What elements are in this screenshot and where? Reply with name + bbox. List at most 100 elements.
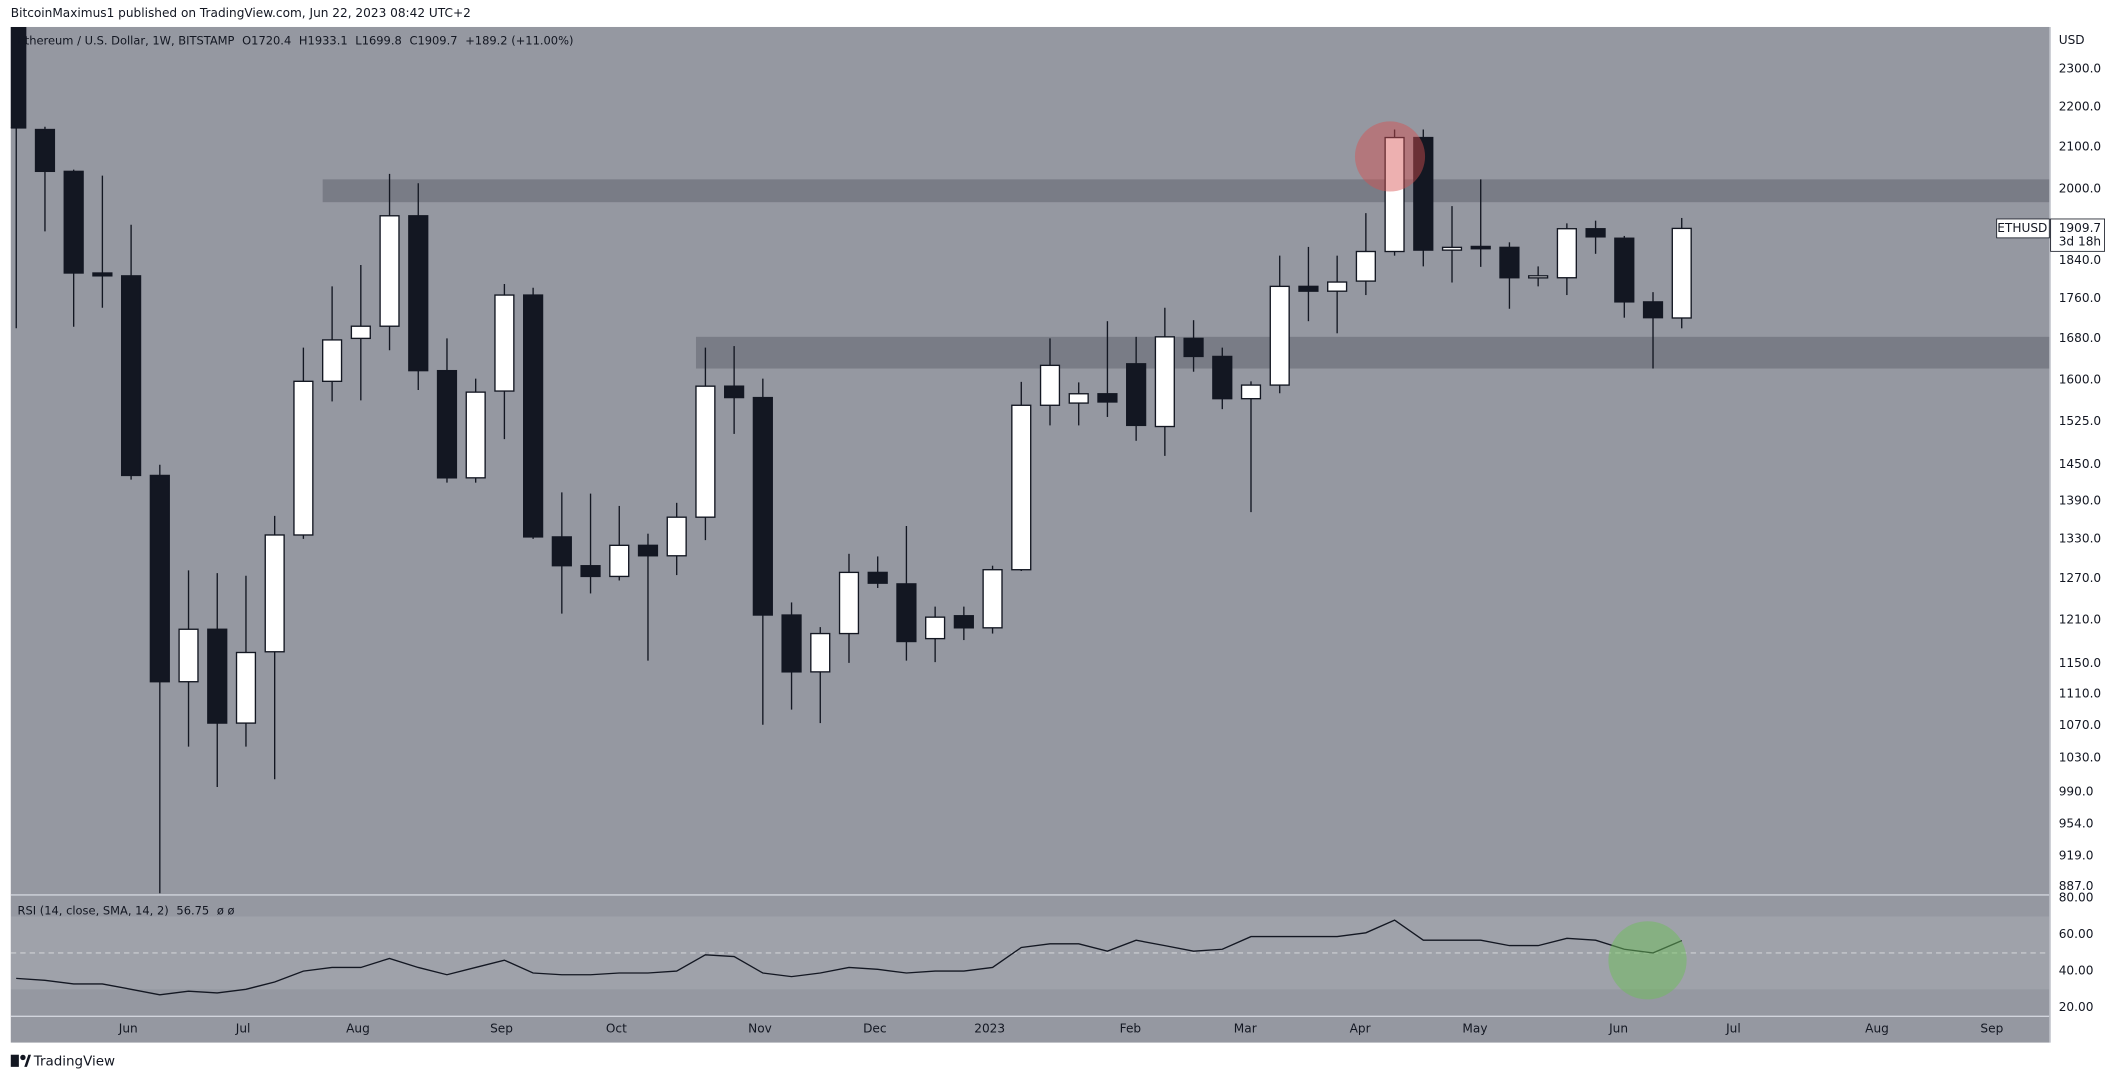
- rsi-tick-label: 40.00: [2059, 964, 2094, 978]
- candle-body: [1240, 384, 1262, 400]
- candle-body: [350, 325, 371, 340]
- candle-body: [1528, 275, 1549, 279]
- y-tick-label: 1680.0: [2059, 331, 2101, 345]
- candle-body: [1011, 404, 1032, 571]
- candle-body: [1499, 246, 1520, 279]
- candle-body: [1585, 228, 1606, 238]
- candle-body: [1556, 228, 1577, 279]
- candle-body: [120, 275, 142, 477]
- last-price: 1909.7: [2059, 221, 2101, 235]
- rsi-line: [16, 919, 1683, 996]
- x-tick-label: May: [1462, 1022, 1487, 1036]
- y-tick-label: 1110.0: [2059, 687, 2101, 701]
- y-tick-label: 1450.0: [2059, 457, 2101, 471]
- y-tick-label: 2000.0: [2059, 181, 2101, 195]
- legend-value: 1909.7: [417, 33, 457, 47]
- zone: [695, 336, 2050, 369]
- footer-logo: [10, 1054, 32, 1067]
- x-tick-label: Nov: [748, 1022, 772, 1036]
- y-tick-label: 1030.0: [2059, 751, 2101, 765]
- candle-body: [838, 571, 860, 635]
- legend-label: H: [299, 33, 308, 47]
- candle-body: [896, 583, 917, 643]
- publisher: BitcoinMaximus1 published on TradingView…: [11, 6, 471, 20]
- axes: 887.0 919.0 954.0 990.0 1030.0 1070.0 1110.0 11…: [118, 61, 2105, 1036]
- candle-body: [982, 569, 1003, 629]
- candle-body: [695, 385, 716, 518]
- candle-body: [34, 128, 56, 173]
- y-tick-label: 1210.0: [2059, 612, 2101, 626]
- countdown: 3d 18h: [2059, 234, 2101, 248]
- highlight-circle: [1354, 121, 1426, 192]
- candle-body: [724, 385, 745, 399]
- candle-body: [925, 616, 946, 640]
- x-tick-label: Apr: [1350, 1022, 1371, 1036]
- y-tick-label: 2100.0: [2059, 139, 2101, 153]
- x-tick-label: Jul: [1725, 1022, 1741, 1036]
- candle-body: [1269, 285, 1290, 386]
- y-tick-label: 1270.0: [2059, 571, 2101, 585]
- candle-body: [637, 544, 659, 557]
- candle-body: [264, 534, 285, 653]
- x-tick-label: Feb: [1120, 1022, 1142, 1036]
- candle-body: [436, 369, 458, 479]
- candle-body: [408, 215, 429, 372]
- legend: Ethereum / U.S. Dollar, 1W, BITSTAMP O17…: [18, 33, 574, 47]
- x-tick-label: Jun: [118, 1022, 138, 1036]
- candle-body: [293, 380, 314, 536]
- candle-body: [1212, 355, 1233, 400]
- y-tick-label: 1150.0: [2059, 656, 2101, 670]
- legend-change: +189.2 (+11.00%): [465, 33, 573, 47]
- candle-body: [494, 294, 515, 392]
- rsi-extra: ø ø: [217, 903, 235, 917]
- rsi-tick-label: 20.00: [2059, 1000, 2094, 1014]
- y-tick-label: 919.0: [2059, 849, 2094, 863]
- y-tick-label: 2300.0: [2059, 61, 2101, 75]
- x-tick-label: Aug: [1865, 1022, 1889, 1036]
- price-pane: [10, 26, 2050, 894]
- rsi-value: 56.75: [176, 903, 209, 917]
- x-tick-label: Aug: [346, 1022, 370, 1036]
- y-tick-label: 887.0: [2059, 879, 2094, 893]
- rsi-pane: [10, 916, 2050, 996]
- candle-body: [1671, 227, 1692, 319]
- rsi-legend: RSI (14, close, SMA, 14, 2) 56.75 ø ø: [18, 903, 235, 917]
- legend-value: 1699.8: [362, 33, 402, 47]
- y-tick-label: 1070.0: [2059, 718, 2101, 732]
- rsi-title: RSI (14, close, SMA, 14, 2): [18, 903, 169, 917]
- candle-body: [810, 632, 831, 673]
- x-tick-label: Sep: [1980, 1022, 2003, 1036]
- footer: TradingView: [33, 1053, 115, 1069]
- candle-body: [1298, 285, 1319, 292]
- candle-body: [465, 391, 486, 479]
- candle-body: [235, 651, 257, 724]
- candle-body: [1413, 136, 1434, 251]
- price-tag: [2050, 218, 2105, 252]
- legend-label: L: [355, 33, 362, 47]
- x-tick-label: Dec: [863, 1022, 886, 1036]
- y-tick-label: 1600.0: [2059, 373, 2101, 387]
- x-tick-label: Mar: [1234, 1022, 1257, 1036]
- rsi-tick-label: 80.00: [2059, 891, 2094, 905]
- candle-body: [178, 628, 199, 683]
- candle-body: [1384, 136, 1405, 253]
- x-tick-label: Sep: [490, 1022, 513, 1036]
- candle-body: [379, 215, 400, 327]
- x-tick-label: Jul: [235, 1022, 251, 1036]
- y-tick-label: 1760.0: [2059, 291, 2101, 305]
- candle-body: [666, 516, 687, 557]
- candle-body: [609, 544, 630, 578]
- candle-body: [1355, 250, 1376, 282]
- y-tick-label: 1390.0: [2059, 493, 2101, 507]
- y-tick-label: 1525.0: [2059, 414, 2101, 428]
- legend-title: Ethereum / U.S. Dollar, 1W, BITSTAMP: [18, 33, 235, 47]
- legend-label: O: [242, 33, 251, 47]
- highlight-circle: [1608, 921, 1687, 1000]
- y-tick-label: 1840.0: [2059, 253, 2101, 267]
- candle-body: [752, 396, 773, 616]
- candle-body: [10, 26, 27, 129]
- symbol-tag: [1996, 218, 2050, 239]
- candle-body: [1441, 246, 1463, 251]
- candle-body: [1126, 363, 1147, 427]
